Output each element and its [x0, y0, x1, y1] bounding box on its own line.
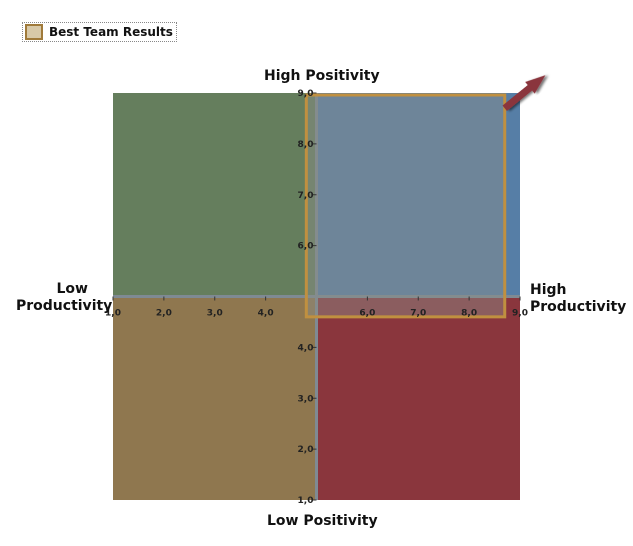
- x-tick-label: 8,0: [461, 309, 477, 319]
- y-tick-label: 3,0: [298, 394, 314, 404]
- x-tick-label: 6,0: [359, 309, 375, 319]
- y-tick-label: 4,0: [298, 343, 314, 353]
- legend-swatch: [25, 24, 43, 40]
- x-tick-label: 1,0: [105, 309, 121, 319]
- y-tick-label: 9,0: [298, 89, 314, 99]
- x-tick-label: 7,0: [410, 309, 426, 319]
- y-tick-label: 7,0: [298, 191, 314, 201]
- legend-label: Best Team Results: [49, 25, 173, 39]
- quadrant-high-positivity-high-productivity: [316, 93, 520, 297]
- axis-title-right: High Productivity: [530, 282, 626, 316]
- axis-title-left-line1: Low: [56, 281, 88, 297]
- x-tick-label: 4,0: [258, 309, 274, 319]
- trend-arrow: [502, 75, 546, 111]
- quadrant-low-positivity-low-productivity: [113, 296, 317, 500]
- x-tick-label: 9,0: [512, 309, 528, 319]
- axis-title-right-line2: Productivity: [530, 299, 627, 315]
- y-tick-label: 2,0: [298, 445, 314, 455]
- axis-title-right-line1: High: [530, 282, 567, 298]
- x-tick-label: 2,0: [156, 309, 172, 319]
- legend: Best Team Results: [22, 22, 177, 42]
- y-tick-label: 6,0: [298, 242, 314, 252]
- highlight-best-team-results: [304, 93, 507, 319]
- trend-arrow-shape: [502, 75, 546, 111]
- quadrant-high-positivity-low-productivity: [113, 93, 317, 297]
- axis-title-top: High Positivity: [264, 68, 380, 84]
- y-tick-label: 1,0: [298, 496, 314, 506]
- axis-title-bottom: Low Positivity: [267, 513, 378, 529]
- y-tick-label: 8,0: [298, 140, 314, 150]
- quadrant-low-positivity-high-productivity: [316, 296, 520, 500]
- axis-title-left: Low Productivity: [16, 281, 113, 315]
- axis-title-left-line2: Productivity: [16, 298, 113, 314]
- x-tick-label: 3,0: [207, 309, 223, 319]
